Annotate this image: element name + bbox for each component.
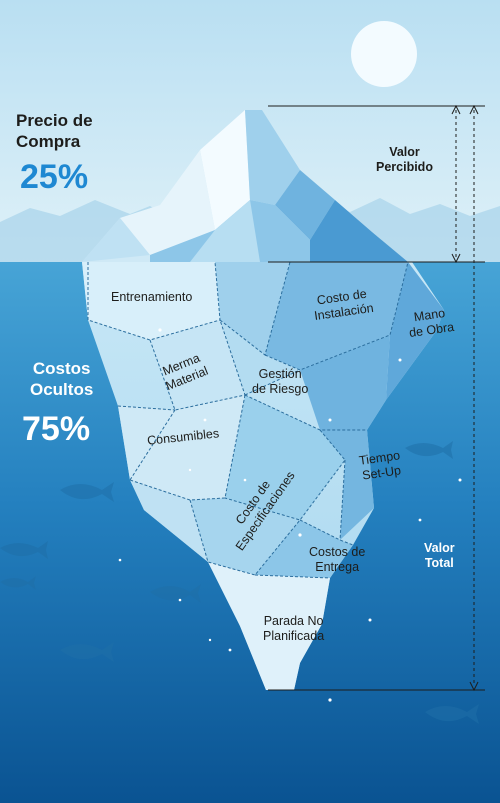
- segment-parada-line2: Planificada: [263, 629, 325, 643]
- costos-ocultos-line1: Costos: [32, 359, 91, 378]
- precio-compra-label: Precio de Compra: [16, 110, 93, 152]
- precio-compra-line2: Compra: [16, 132, 81, 151]
- segment-mano-obra: Mano de Obra: [406, 305, 455, 341]
- segment-costos-entrega-line2: Entrega: [315, 560, 360, 574]
- valor-total-bracket: [268, 104, 485, 692]
- valor-percibido-bracket: [268, 104, 485, 264]
- segment-gestion-riesgo-line2: de Riesgo: [252, 382, 309, 396]
- segment-costos-entrega: Costos de Entrega: [309, 545, 365, 575]
- costos-ocultos-percent: 75%: [22, 410, 91, 448]
- segment-tiempo-setup: Tiempo Set-Up: [358, 448, 403, 483]
- fish-icons: [0, 441, 479, 724]
- segment-gestion-riesgo-line1: Gestión: [258, 367, 302, 381]
- precio-compra-line1: Precio de: [16, 111, 93, 130]
- valor-percibido-line1: Valor: [389, 145, 420, 159]
- costos-ocultos-line2: Ocultos: [30, 380, 94, 399]
- valor-total-line1: Valor: [424, 541, 455, 555]
- iceberg-tip: [82, 110, 408, 262]
- segment-entrenamiento-text: Entrenamiento: [111, 290, 193, 304]
- segment-entrenamiento: Entrenamiento: [111, 290, 192, 305]
- segment-parada-no-planificada: Parada No Planificada: [263, 614, 324, 644]
- segment-gestion-riesgo: Gestión de Riesgo: [252, 367, 308, 397]
- valor-total-line2: Total: [424, 556, 454, 570]
- valor-total-label: Valor Total: [424, 541, 455, 571]
- valor-percibido-line2: Percibido: [376, 160, 433, 174]
- segment-parada-line1: Parada No: [263, 614, 324, 628]
- precio-compra-percent: 25%: [20, 158, 89, 196]
- section-lines: [87, 261, 409, 579]
- costos-ocultos-label: Costos Ocultos: [30, 358, 93, 400]
- iceberg-facets: [82, 262, 444, 690]
- sun-icon: [351, 21, 417, 87]
- sparkles: [118, 328, 462, 702]
- segment-costos-entrega-line1: Costos de: [309, 545, 366, 559]
- valor-percibido-label: Valor Percibido: [376, 145, 433, 175]
